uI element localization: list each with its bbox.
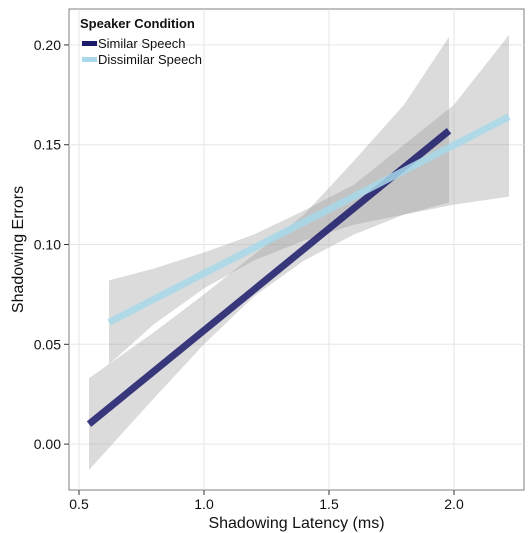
legend-key (82, 41, 97, 46)
x-tick-label: 2.0 (444, 496, 464, 512)
y-tick-label: 0.05 (34, 336, 61, 352)
y-tick-label: 0.15 (34, 137, 61, 153)
x-tick-label: 1.5 (319, 496, 339, 512)
y-tick-label: 0.10 (34, 237, 61, 253)
legend-label: Dissimilar Speech (98, 52, 202, 67)
x-axis-title: Shadowing Latency (ms) (208, 515, 384, 532)
y-axis-title: Shadowing Errors (10, 186, 27, 313)
legend-label: Similar Speech (98, 36, 185, 51)
series-line (107, 113, 511, 326)
x-tick-label: 1.0 (194, 496, 214, 512)
regression-lines (86, 113, 511, 427)
x-tick-label: 0.5 (69, 496, 89, 512)
grid (69, 9, 524, 490)
legend-title: Speaker Condition (80, 16, 195, 31)
x-axis-ticks: 0.5 1.0 1.5 2.0 (69, 490, 464, 512)
confidence-band (89, 36, 449, 471)
y-tick-label: 0.20 (34, 37, 61, 53)
legend-key (82, 57, 97, 62)
y-tick-label: 0.00 (34, 436, 61, 452)
plot-panel (68, 8, 525, 491)
confidence-bands (89, 34, 509, 471)
confidence-band (109, 34, 509, 365)
y-axis-ticks: 0.00 0.05 0.10 0.15 0.20 (34, 37, 69, 452)
legend: Speaker Condition Similar SpeechDissimil… (80, 16, 202, 67)
